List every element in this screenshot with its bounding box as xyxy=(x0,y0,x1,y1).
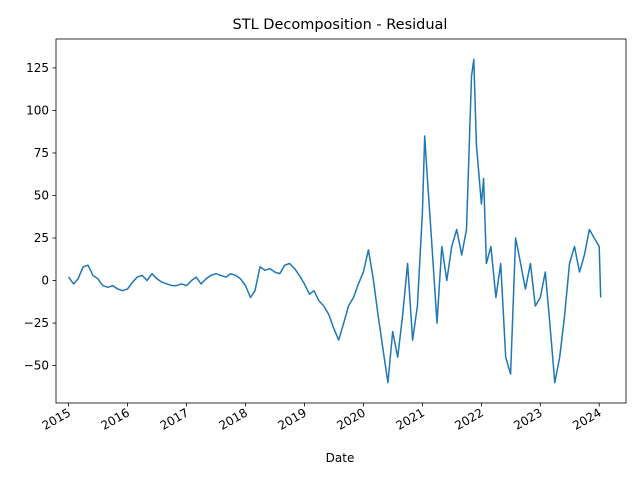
y-tick-label: 50 xyxy=(34,188,49,202)
plot-area xyxy=(67,58,602,384)
x-axis-label: Date xyxy=(326,451,355,465)
y-tick-label: 25 xyxy=(34,231,49,245)
x-axis: 2015 2016 2017 2018 2019 2020 2021 2022 2023 2024 xyxy=(40,403,604,433)
x-tick-label: 2021 xyxy=(393,405,426,432)
y-tick-label: 125 xyxy=(26,61,49,75)
x-tick-label: 2022 xyxy=(452,405,485,432)
x-tick-label: 2015 xyxy=(40,405,73,432)
y-tick-label: −25 xyxy=(24,316,49,330)
x-tick-label: 2016 xyxy=(99,405,132,432)
x-tick-label: 2024 xyxy=(570,405,603,432)
x-tick-label: 2018 xyxy=(217,405,250,432)
x-tick-label: 2017 xyxy=(158,405,191,432)
y-tick-label: 75 xyxy=(34,146,49,160)
y-tick-label: 0 xyxy=(41,274,49,288)
chart-title: STL Decomposition - Residual xyxy=(233,17,448,33)
x-tick-label: 2023 xyxy=(511,405,544,432)
y-axis: −50 −25 0 25 50 75 100 125 xyxy=(24,61,56,373)
x-tick-label: 2019 xyxy=(275,405,308,432)
residual-series-line xyxy=(67,58,602,384)
x-tick-label: 2020 xyxy=(334,405,367,432)
y-tick-label: −50 xyxy=(24,359,49,373)
y-tick-label: 100 xyxy=(26,103,49,117)
axes-frame xyxy=(55,38,627,404)
